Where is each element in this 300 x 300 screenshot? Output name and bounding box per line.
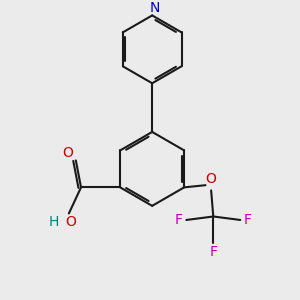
- Text: H: H: [49, 215, 59, 229]
- Text: F: F: [175, 213, 182, 227]
- Text: F: F: [244, 213, 252, 227]
- Text: F: F: [209, 245, 217, 259]
- Text: O: O: [66, 215, 76, 229]
- Text: N: N: [149, 1, 160, 15]
- Text: O: O: [206, 172, 217, 186]
- Text: O: O: [63, 146, 74, 160]
